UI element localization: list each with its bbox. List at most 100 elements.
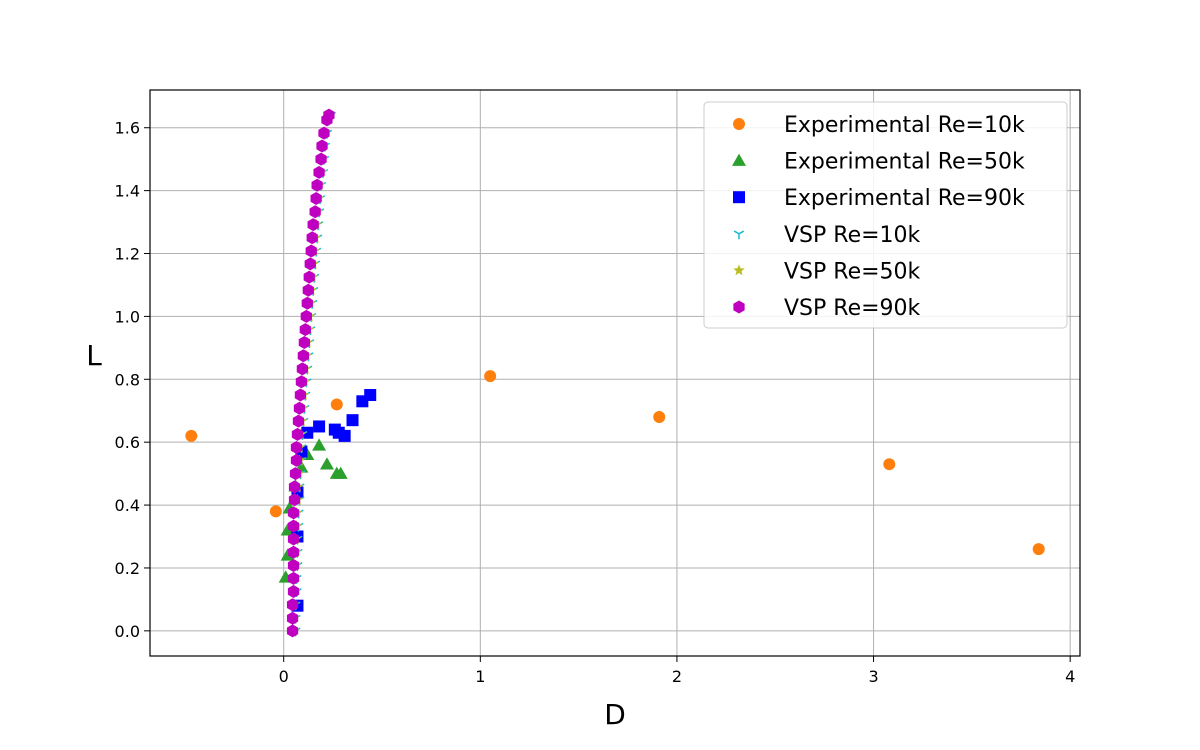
data-point [306, 231, 318, 245]
data-point [290, 441, 303, 455]
legend-item: Experimental Re=90k [733, 186, 1025, 211]
data-point [309, 205, 321, 219]
legend-marker [732, 153, 746, 166]
y-tick-label: 1.4 [115, 182, 140, 201]
y-axis-label: L [86, 339, 102, 372]
series-6 [286, 108, 335, 638]
data-point [313, 165, 325, 179]
data-point [293, 401, 306, 415]
data-point [302, 283, 314, 297]
y-tick-label: 0.0 [115, 622, 140, 641]
x-tick-label: 0 [279, 667, 289, 686]
legend-marker [733, 191, 745, 204]
x-tick-label: 2 [672, 667, 682, 686]
data-point [290, 453, 303, 467]
legend-marker [733, 300, 745, 314]
data-point [333, 466, 348, 479]
data-point [269, 505, 282, 518]
x-tick-label: 4 [1065, 667, 1075, 686]
data-point [301, 426, 314, 439]
legend-label: Experimental Re=10k [784, 113, 1025, 138]
data-point [280, 523, 295, 536]
data-point [346, 414, 359, 427]
data-point [297, 349, 309, 363]
legend-item: Experimental Re=10k [733, 113, 1025, 138]
data-point [289, 467, 302, 481]
legend-item: VSP Re=50k [733, 259, 921, 284]
legend-marker [733, 118, 745, 130]
data-point [301, 296, 313, 310]
legend-item: VSP Re=90k [733, 296, 921, 321]
y-tick-label: 0.4 [115, 496, 140, 515]
data-point [185, 429, 198, 442]
y-tick-label: 1.6 [115, 119, 140, 138]
data-point [295, 375, 308, 389]
data-point [313, 420, 326, 433]
x-axis-ticks: 0 1 2 3 4 [279, 656, 1075, 686]
data-point [1032, 543, 1045, 556]
legend-label: VSP Re=10k [784, 223, 921, 248]
legend-marker [733, 230, 745, 240]
data-point [330, 398, 343, 411]
x-axis-label: D [604, 698, 626, 731]
y-axis-ticks: 0.0 0.2 0.4 0.6 0.8 1.0 1.2 1.4 1.6 [115, 119, 150, 641]
data-point [286, 611, 299, 625]
data-point [316, 139, 328, 153]
legend-marker [733, 264, 745, 276]
data-point [364, 389, 377, 402]
data-point [287, 571, 300, 585]
data-point [323, 108, 335, 122]
data-point [298, 336, 310, 349]
y-tick-label: 0.2 [115, 559, 140, 578]
x-tick-label: 1 [475, 667, 485, 686]
data-point [304, 257, 316, 271]
data-point [312, 438, 327, 451]
data-point [299, 323, 311, 337]
data-point [287, 532, 300, 546]
data-point [287, 558, 300, 572]
data-point [286, 598, 299, 612]
data-point [280, 548, 295, 561]
y-tick-label: 1.2 [115, 245, 140, 264]
data-point [315, 152, 327, 166]
data-point [288, 493, 301, 507]
legend-label: VSP Re=50k [784, 259, 921, 284]
data-point [286, 624, 299, 638]
data-point [653, 411, 666, 424]
legend-label: Experimental Re=90k [784, 186, 1025, 211]
data-point [296, 362, 309, 376]
y-tick-label: 0.6 [115, 433, 140, 452]
data-point [310, 191, 322, 205]
data-points [185, 108, 1045, 638]
data-point [300, 309, 312, 323]
legend-label: Experimental Re=50k [784, 150, 1025, 175]
data-point [294, 388, 307, 402]
data-point [287, 506, 300, 520]
x-tick-label: 3 [868, 667, 878, 686]
legend: Experimental Re=10k Experimental Re=50k Ex… [703, 101, 1068, 329]
data-point [318, 126, 330, 140]
data-point [287, 545, 300, 559]
data-point [311, 178, 323, 192]
data-point [319, 457, 334, 470]
data-point [307, 218, 319, 232]
legend-item: Experimental Re=50k [732, 150, 1025, 175]
data-point [883, 458, 896, 471]
series-1 [185, 370, 1045, 556]
data-point [291, 427, 304, 441]
legend-label: VSP Re=90k [784, 296, 921, 321]
plot-frame [149, 89, 1081, 657]
y-tick-label: 0.8 [115, 370, 140, 389]
data-point [292, 414, 305, 428]
data-point [287, 585, 300, 599]
data-point [484, 370, 497, 383]
data-point [288, 480, 301, 494]
legend-frame [703, 101, 1068, 329]
y-tick-label: 1.0 [115, 307, 140, 326]
data-point [338, 429, 351, 442]
data-point [305, 244, 317, 258]
legend-item: VSP Re=10k [733, 223, 921, 248]
data-point [303, 270, 315, 284]
data-point [287, 519, 300, 533]
